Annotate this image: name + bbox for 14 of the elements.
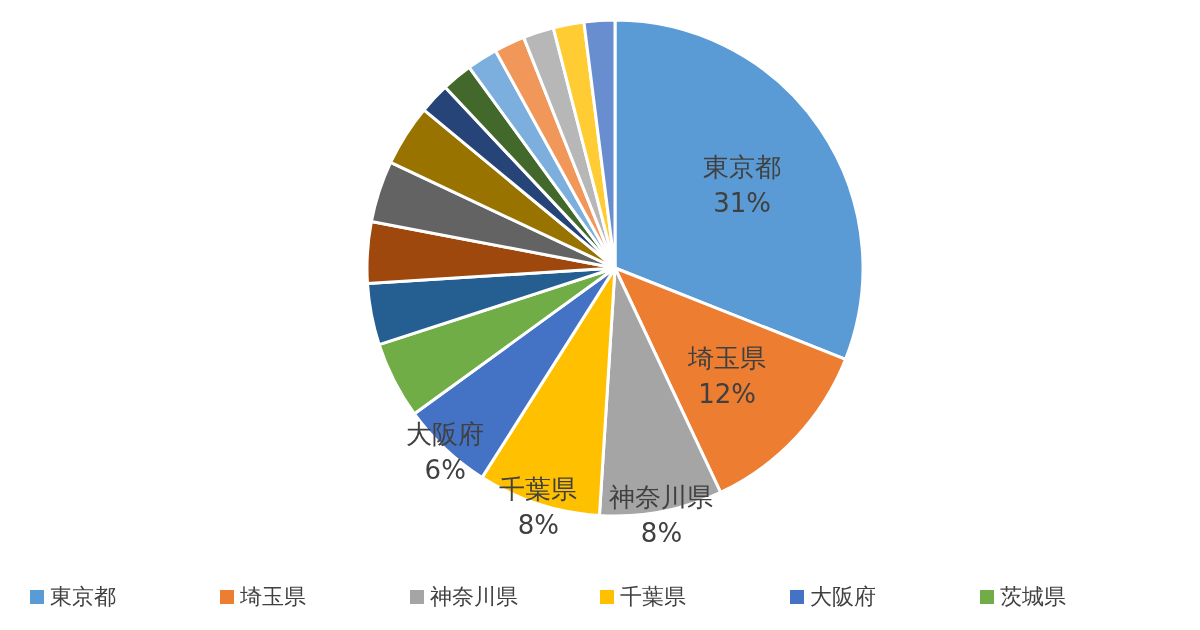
legend-label: 神奈川県 xyxy=(430,584,518,609)
legend-label: 埼玉県 xyxy=(239,584,306,609)
legend-label: 千葉県 xyxy=(620,584,686,609)
legend-label: 大阪府 xyxy=(810,584,876,609)
slice-label: 東京都 xyxy=(703,151,782,182)
data-label: 12% xyxy=(698,379,756,410)
data-label: 6% xyxy=(424,454,466,485)
data-label: 8% xyxy=(640,517,683,548)
slice-label: 大阪府 xyxy=(406,418,485,449)
legend-label: 茨城県 xyxy=(1000,584,1066,609)
legend-label: 東京都 xyxy=(50,584,116,609)
data-label: 31% xyxy=(713,187,772,218)
data-label: 8% xyxy=(517,509,559,540)
slice-label: 埼玉県 xyxy=(687,343,767,374)
